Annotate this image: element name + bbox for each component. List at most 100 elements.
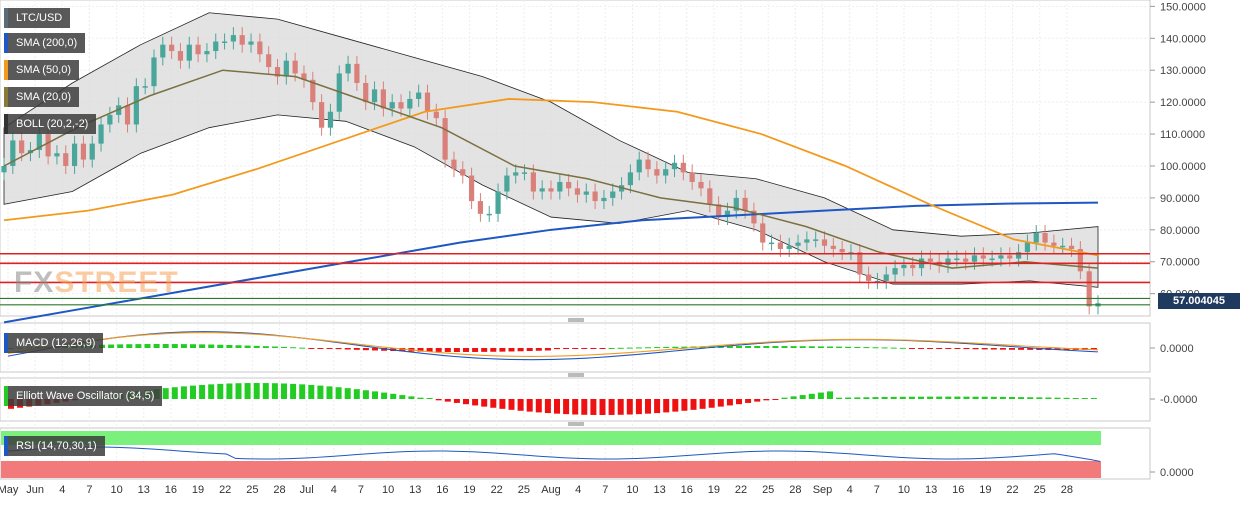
macd-histogram-bar (544, 348, 551, 351)
x-tick-label: 4 (575, 484, 581, 496)
macd-histogram-bar (453, 348, 460, 352)
legend-swatch-macd (4, 333, 8, 353)
ewo-bar (1054, 397, 1061, 399)
macd-histogram-bar (726, 346, 733, 348)
macd-histogram-bar (854, 346, 861, 348)
ewo-bar (781, 397, 788, 399)
ewo-bar (544, 399, 551, 414)
macd-histogram-bar (790, 346, 797, 348)
ewo-bar (426, 398, 433, 399)
x-tick-label: 16 (436, 484, 448, 496)
candle-body (354, 63, 360, 83)
legend-macd[interactable]: MACD (12,26,9) (4, 333, 104, 353)
ewo-bar (563, 399, 570, 415)
ewo-bar (190, 385, 196, 399)
legend-ltc-usd[interactable]: LTC/USD (4, 8, 71, 28)
candle-body (363, 82, 369, 103)
ewo-bar (535, 399, 542, 413)
legend-label: LTC/USD (16, 12, 63, 24)
ewo-bar (344, 388, 351, 399)
candle-body (971, 255, 978, 262)
x-tick-label: 19 (708, 484, 720, 496)
macd-histogram-bar (472, 348, 479, 352)
macd-histogram-bar (663, 346, 670, 348)
candle-body (698, 181, 704, 189)
macd-histogram-bar (736, 346, 742, 348)
candle-body (10, 140, 16, 166)
x-tick-label: 10 (898, 484, 910, 496)
legend-rsi[interactable]: RSI (14,70,30,1) (4, 436, 105, 456)
macd-histogram-bar (972, 348, 979, 350)
candle-body (1042, 233, 1048, 243)
x-tick-label: 22 (219, 484, 231, 496)
macd-histogram-bar (963, 348, 970, 350)
rsi-oversold-band (1, 461, 1101, 478)
legend-swatch-sma200 (4, 33, 8, 53)
rsi-axis-label: 0.0000 (1160, 467, 1194, 479)
ewo-bar (408, 396, 415, 399)
candle-body (539, 188, 545, 192)
ewo-bar (435, 399, 442, 401)
candle-body (283, 60, 289, 77)
ewo-bar (954, 396, 961, 399)
macd-histogram-bar (999, 348, 1006, 350)
macd-histogram-bar (945, 348, 952, 349)
legend-sma200[interactable]: SMA (200,0) (4, 33, 86, 53)
candle-body (133, 86, 139, 125)
candle-body (980, 255, 986, 259)
ewo-bar (763, 399, 770, 401)
candle-body (169, 44, 175, 52)
y-tick-label: 80.0000 (1160, 225, 1200, 237)
legend-boll[interactable]: BOLL (20,2,-2) (4, 114, 97, 134)
candle-body (689, 172, 695, 182)
candle-body (345, 63, 351, 74)
candle-body (424, 92, 431, 112)
x-tick-label: 19 (463, 484, 475, 496)
candle-body (398, 102, 404, 109)
ewo-bar (308, 384, 315, 399)
x-tick-label: 13 (409, 484, 421, 496)
ewo-bar (1081, 398, 1088, 399)
macd-histogram-bar (817, 346, 824, 348)
ewo-bar (890, 396, 897, 399)
y-tick-label: 110.0000 (1160, 129, 1205, 141)
ewo-bar (1009, 396, 1015, 399)
macd-signal-line (7, 332, 1099, 357)
candle-body (963, 258, 969, 262)
x-tick-label: 10 (382, 484, 394, 496)
ewo-bar (1090, 398, 1097, 399)
x-tick-label: 25 (1034, 484, 1046, 496)
x-tick-label: 16 (952, 484, 964, 496)
ewo-bar (244, 383, 251, 399)
ewo-bar (827, 391, 833, 399)
candle-body (371, 89, 378, 103)
x-tick-label: 13 (653, 484, 665, 496)
macd-histogram-bar (781, 346, 788, 348)
x-tick-label: 7 (874, 484, 880, 496)
ewo-bar (790, 396, 797, 399)
ewo-bar (963, 396, 970, 399)
x-tick-label: 25 (518, 484, 530, 496)
candle-body (248, 41, 254, 45)
ewo-bar (617, 399, 624, 415)
ewo-bar (444, 399, 451, 402)
ewo-bar (836, 397, 843, 399)
ewo-bar (726, 399, 733, 406)
macd-histogram-bar (508, 348, 515, 352)
ewo-bar (481, 399, 488, 407)
candle-body (495, 191, 501, 214)
macd-histogram-bar (581, 348, 588, 349)
legend-sma20[interactable]: SMA (20,0) (4, 87, 80, 107)
candle-body (1015, 252, 1022, 259)
candle-body (71, 143, 78, 166)
macd-histogram-bar (299, 347, 306, 349)
legend-ewo[interactable]: Elliott Wave Oscillator (34,5) (4, 386, 163, 406)
candle-body (777, 242, 783, 249)
legend-sma50[interactable]: SMA (50,0) (4, 60, 80, 80)
macd-histogram-bar (153, 344, 160, 348)
ewo-bar (417, 397, 424, 399)
fxstreet-watermark: FXSTREET (14, 266, 179, 300)
candle-body (848, 252, 854, 254)
candle-body (1060, 245, 1066, 248)
ewo-bar (863, 397, 870, 399)
